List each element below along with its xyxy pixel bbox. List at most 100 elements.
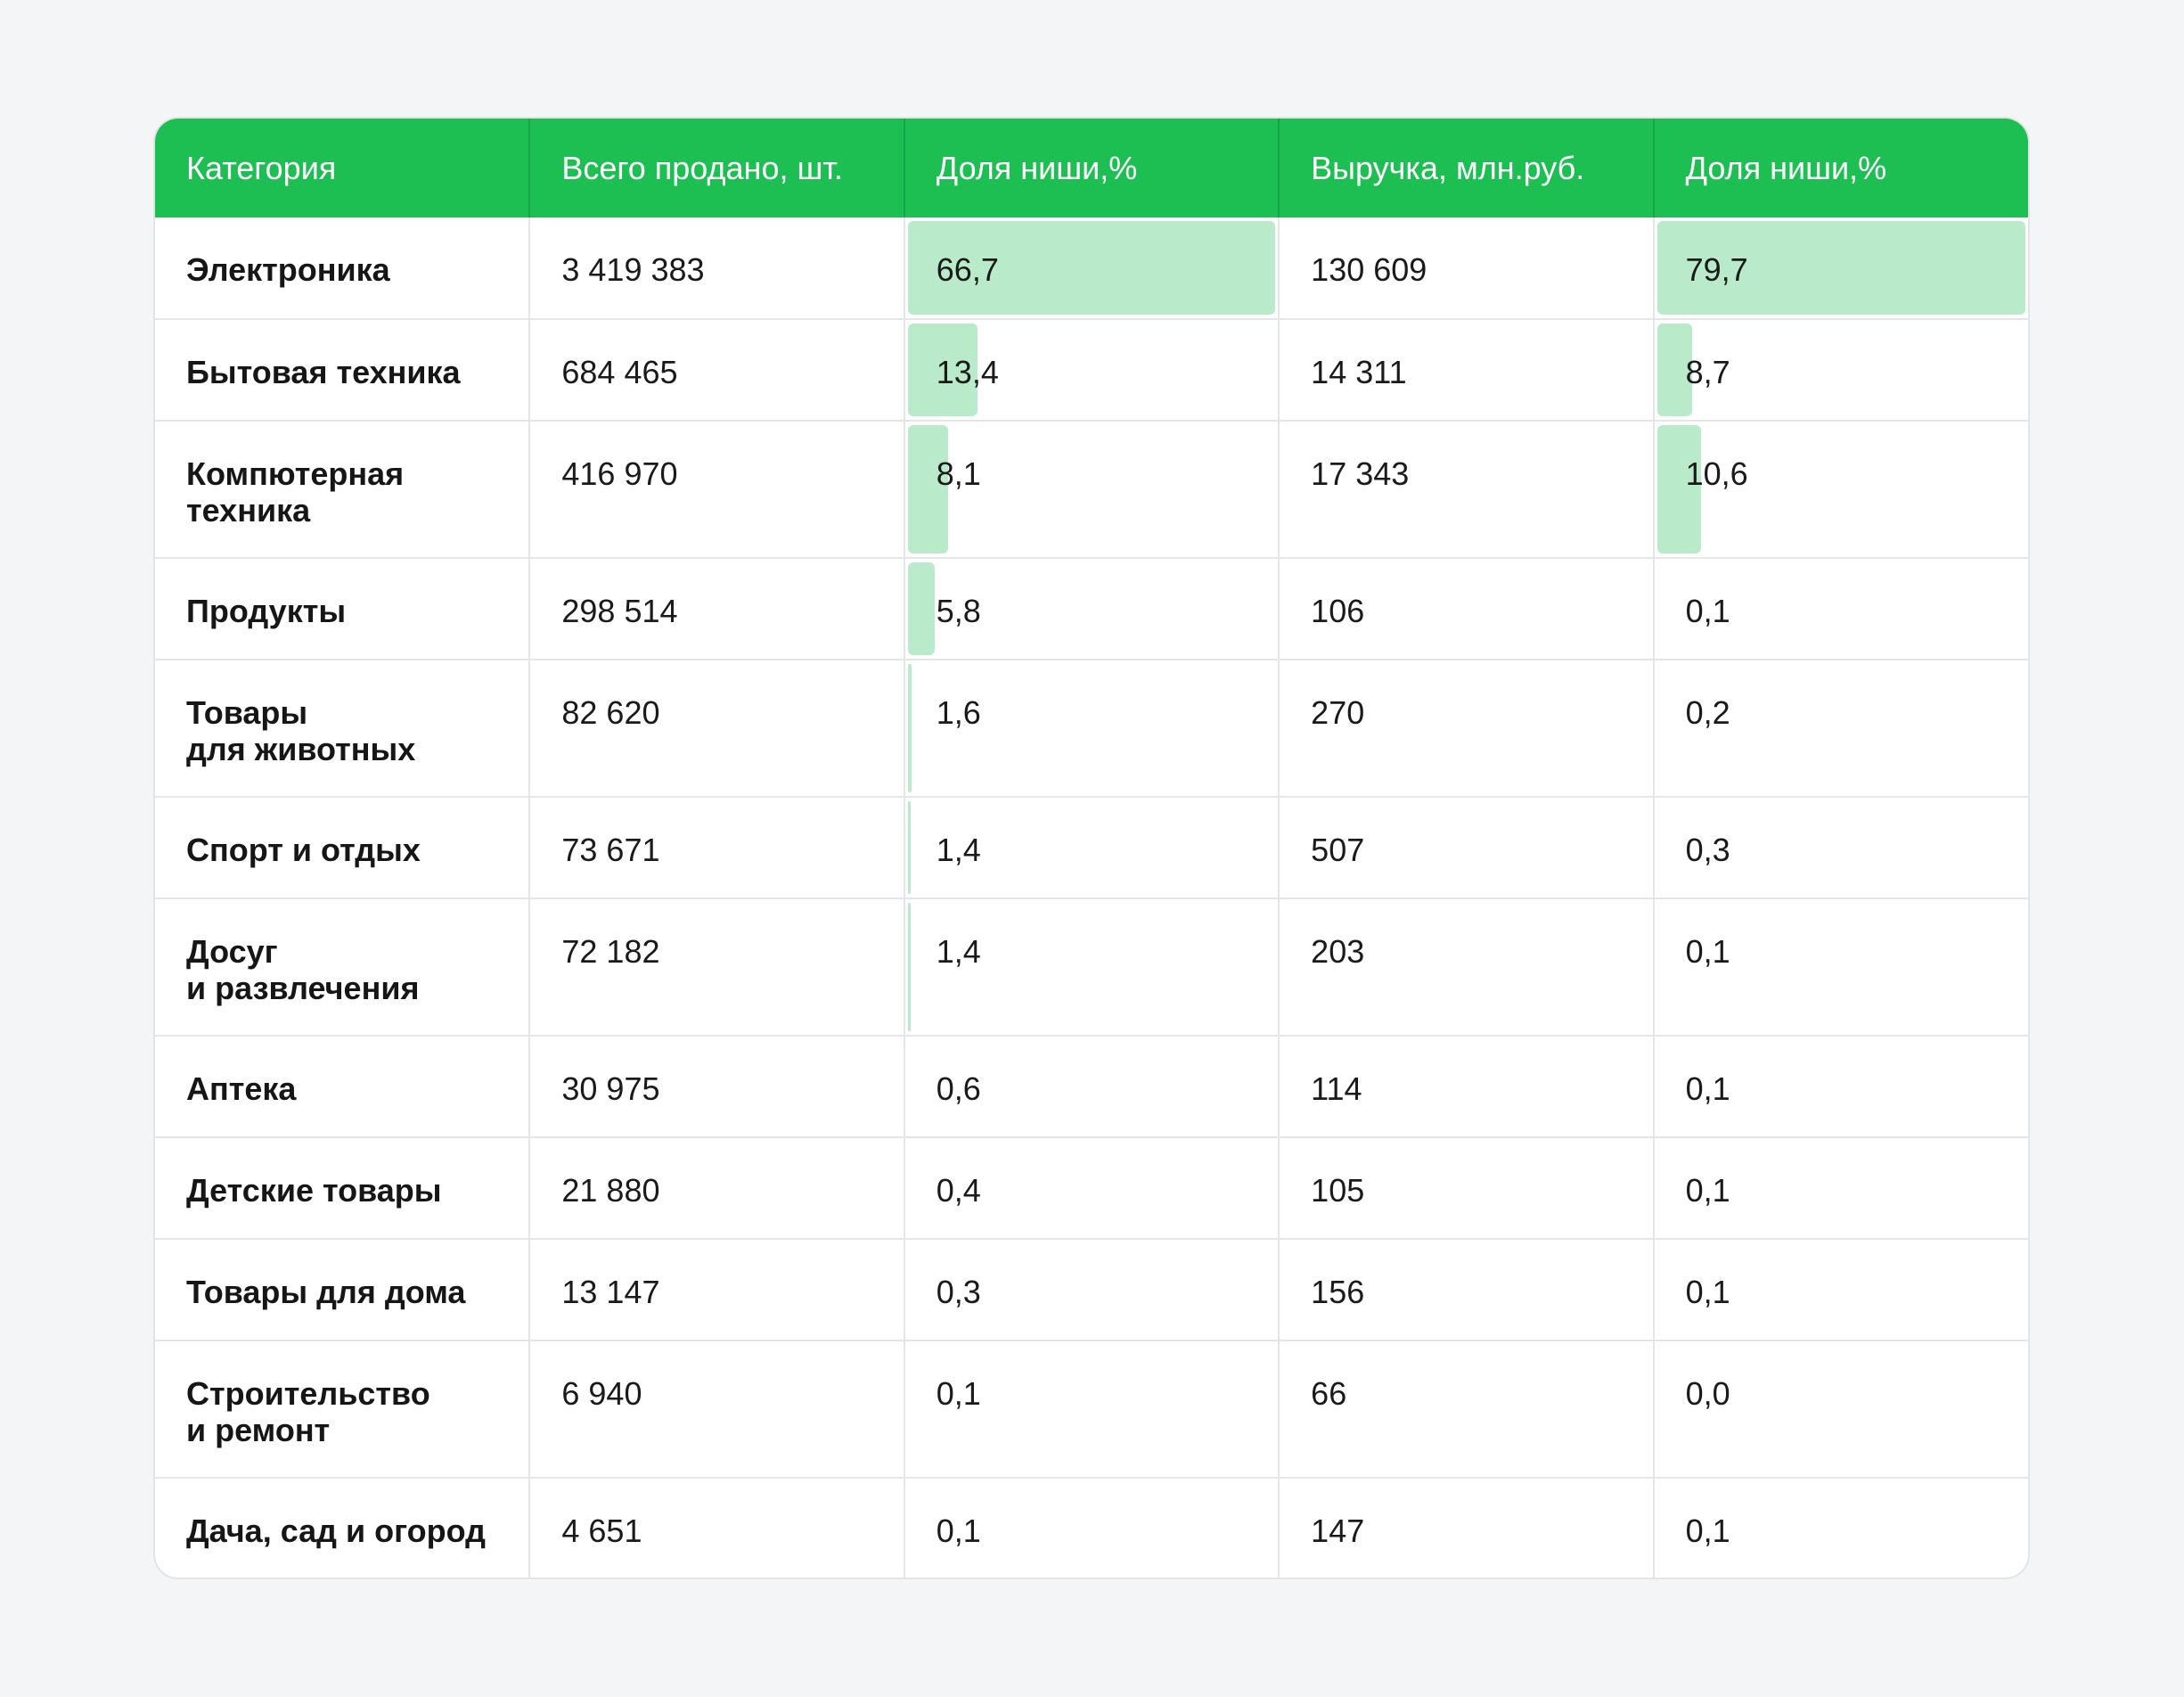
- cell-revenue-text: 147: [1311, 1513, 1365, 1549]
- cell-share-revenue-text: 0,1: [1685, 1172, 1730, 1209]
- cell-share-sold-text: 0,1: [936, 1375, 981, 1412]
- cell-share-revenue-text: 10,6: [1685, 455, 1748, 492]
- share-bar: [907, 562, 936, 655]
- cell-share-revenue-text: 0,1: [1685, 1274, 1730, 1310]
- cell-share-sold-text: 66,7: [936, 251, 999, 288]
- cell-share-sold-text: 0,4: [936, 1172, 981, 1209]
- cell-share-sold-text: 0,6: [936, 1070, 981, 1107]
- cell-revenue: 156: [1279, 1238, 1655, 1340]
- cell-category: Компютерная техника: [155, 420, 531, 558]
- cell-sold-text: 73 671: [561, 832, 660, 868]
- share-bar: [1656, 425, 1702, 553]
- cell-sold-text: 6 940: [561, 1375, 642, 1412]
- cell-category: Продукты: [155, 557, 531, 660]
- cell-sold: 30 975: [529, 1035, 905, 1137]
- cell-revenue-text: 66: [1311, 1375, 1347, 1412]
- cell-share-sold-text: 13,4: [936, 354, 999, 390]
- cell-revenue: 105: [1279, 1136, 1655, 1239]
- cell-sold: 3 419 383: [529, 217, 905, 319]
- cell-sold-text: 82 620: [561, 694, 660, 731]
- cell-share-revenue-text: 8,7: [1685, 354, 1730, 390]
- cell-sold: 4 651: [529, 1477, 905, 1578]
- cell-share-revenue-text: 0,0: [1685, 1375, 1730, 1412]
- cell-revenue: 203: [1279, 898, 1655, 1036]
- cell-share-sold-text: 8,1: [936, 455, 981, 492]
- cell-category: Товары для дома: [155, 1238, 531, 1340]
- cell-revenue: 130 609: [1279, 217, 1655, 319]
- cell-sold-text: 21 880: [561, 1172, 660, 1209]
- cell-category: Бытовая техника: [155, 318, 531, 421]
- cell-share-revenue: 0,0: [1653, 1340, 2028, 1478]
- cell-share-sold: 0,1: [904, 1340, 1280, 1478]
- cell-category-text: Досуг и развлечения: [186, 933, 420, 1006]
- header-share-revenue: Доля ниши,%: [1653, 119, 2028, 217]
- cell-share-sold: 66,7: [904, 217, 1280, 319]
- cell-share-revenue-text: 79,7: [1685, 251, 1748, 288]
- cell-share-sold-text: 1,4: [936, 832, 981, 868]
- cell-share-revenue-text: 0,1: [1685, 1513, 1730, 1549]
- cell-share-revenue-text: 0,1: [1685, 593, 1730, 629]
- cell-revenue-text: 14 311: [1311, 354, 1407, 390]
- cell-category-text: Товары для животных: [186, 694, 416, 767]
- table-row: Досуг и развлечения 72 182 1,4 203 0,1: [155, 898, 2028, 1036]
- cell-revenue-text: 17 343: [1311, 455, 1410, 492]
- cell-sold-text: 684 465: [561, 354, 678, 390]
- cell-share-sold-text: 1,4: [936, 933, 981, 970]
- cell-sold-text: 3 419 383: [561, 251, 705, 288]
- header-share-sold: Доля ниши,%: [904, 119, 1280, 217]
- cell-share-sold: 1,4: [904, 796, 1280, 898]
- table-row: Строительство и ремонт 6 940 0,1 66 0,0: [155, 1340, 2028, 1478]
- cell-share-sold: 1,4: [904, 898, 1280, 1036]
- cell-revenue-text: 203: [1311, 933, 1365, 970]
- cell-share-revenue: 79,7: [1654, 217, 2028, 319]
- cell-revenue: 14 311: [1279, 318, 1655, 421]
- table-body: Электроника 3 419 383 66,7 130 609 79,7 Бытов…: [155, 217, 2028, 1578]
- cell-sold-text: 4 651: [561, 1513, 642, 1549]
- cell-share-sold: 5,8: [904, 557, 1280, 660]
- table-row: Продукты 298 514 5,8 106 0,1: [155, 557, 2028, 660]
- cell-revenue-text: 507: [1311, 832, 1365, 868]
- cell-revenue: 17 343: [1279, 420, 1655, 558]
- cell-sold: 73 671: [529, 796, 905, 898]
- share-bar: [1656, 324, 1693, 416]
- cell-revenue: 66: [1279, 1340, 1655, 1478]
- cell-share-revenue-text: 0,2: [1685, 694, 1730, 731]
- cell-category-text: Спорт и отдых: [186, 832, 421, 868]
- cell-sold: 21 880: [529, 1136, 905, 1239]
- cell-share-revenue: 8,7: [1653, 318, 2028, 421]
- table-row: Электроника 3 419 383 66,7 130 609 79,7: [155, 217, 2028, 319]
- cell-revenue-text: 106: [1311, 593, 1365, 629]
- cell-category: Спорт и отдых: [155, 796, 531, 898]
- cell-category-text: Бытовая техника: [186, 354, 461, 390]
- cell-share-revenue-text: 0,1: [1685, 933, 1730, 970]
- cell-sold-text: 72 182: [561, 933, 660, 970]
- table-row: Товары для животных 82 620 1,6 270 0,2: [155, 659, 2028, 797]
- share-bar: [907, 324, 977, 416]
- header-category: Категория: [155, 119, 531, 217]
- table-row: Товары для дома 13 147 0,3 156 0,1: [155, 1238, 2028, 1340]
- cell-share-sold: 0,4: [904, 1136, 1280, 1239]
- cell-share-sold: 0,3: [904, 1238, 1280, 1340]
- cell-revenue-text: 130 609: [1311, 251, 1427, 288]
- cell-category-text: Продукты: [186, 593, 347, 629]
- cell-sold: 298 514: [529, 557, 905, 660]
- cell-revenue-text: 156: [1311, 1274, 1365, 1310]
- share-bar: [907, 664, 912, 792]
- cell-sold-text: 30 975: [561, 1070, 660, 1107]
- cell-share-revenue: 10,6: [1653, 420, 2028, 558]
- cell-share-sold-text: 1,6: [936, 694, 981, 731]
- cell-revenue: 507: [1279, 796, 1655, 898]
- cell-share-revenue: 0,1: [1653, 1477, 2028, 1578]
- cell-share-revenue-text: 0,3: [1685, 832, 1730, 868]
- cell-share-sold: 0,1: [904, 1477, 1280, 1578]
- table-row: Спорт и отдых 73 671 1,4 507 0,3: [155, 796, 2028, 898]
- share-bar: [1656, 221, 2025, 315]
- niche-table-card: Категория Всего продано, шт. Доля ниши,%…: [153, 117, 2030, 1579]
- cell-share-revenue: 0,1: [1653, 1136, 2028, 1239]
- cell-category: Товары для животных: [155, 659, 531, 797]
- cell-share-revenue: 0,3: [1653, 796, 2028, 898]
- cell-category-text: Детские товары: [186, 1172, 442, 1209]
- cell-revenue-text: 270: [1311, 694, 1365, 731]
- table-row: Бытовая техника 684 465 13,4 14 311 8,7: [155, 318, 2028, 421]
- cell-share-revenue: 0,1: [1653, 1035, 2028, 1137]
